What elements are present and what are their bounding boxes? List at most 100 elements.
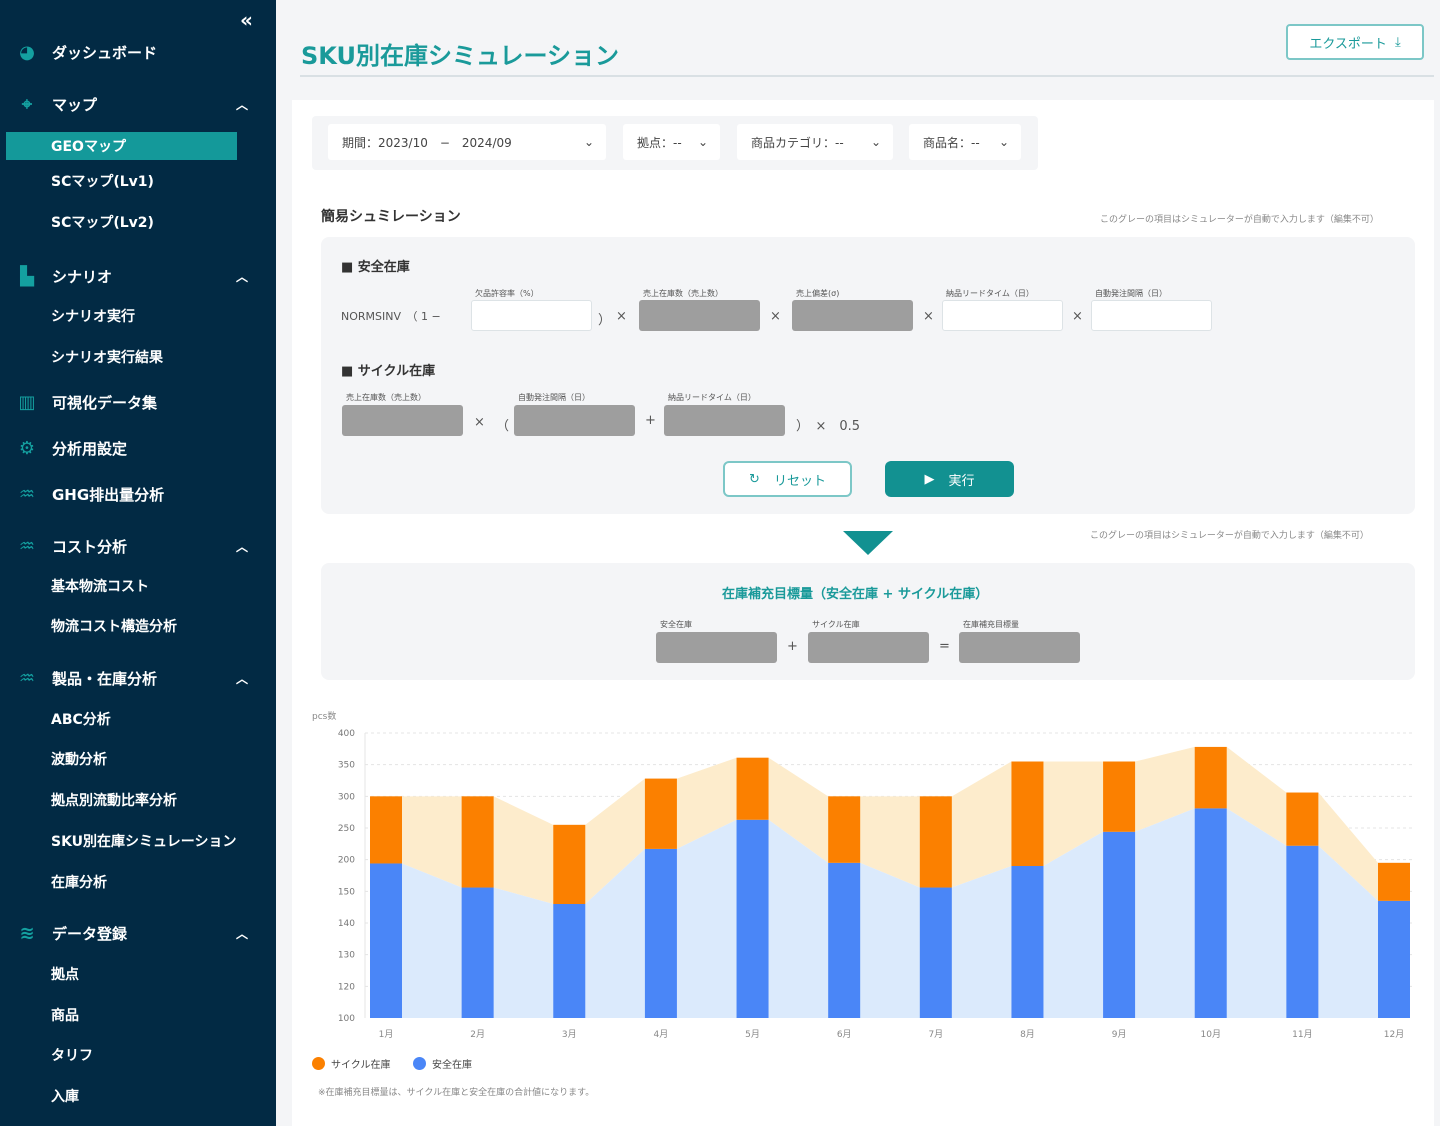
sidebar-item[interactable]: ▙ シナリオ ︿ (0, 262, 276, 290)
bar-chart-icon: ▥ (18, 391, 36, 413)
sidebar-item[interactable]: SCマップ(Lv2) (0, 208, 276, 236)
arrow-down-icon (843, 531, 893, 555)
cycle-stock-bar[interactable] (828, 796, 861, 863)
safety-stock-bar[interactable] (1194, 808, 1227, 1018)
cycle-stock-bar[interactable] (1286, 792, 1319, 846)
result-title: 在庫補充目標量（安全在庫 + サイクル在庫） (722, 587, 989, 602)
cycle-stock-bar[interactable] (1378, 862, 1410, 901)
sidebar-item[interactable]: 拠点別流動比率分析 (0, 786, 276, 814)
sidebar-item[interactable]: ⚙ 分析用設定 (0, 434, 276, 462)
sidebar-item[interactable]: 基本物流コスト (0, 572, 276, 600)
safety-stock-bar[interactable] (1378, 900, 1410, 1018)
product-filter[interactable]: 商品名：-- ⌄ (909, 124, 1021, 160)
refresh-icon: ↻ (749, 471, 760, 487)
sidebar-item[interactable]: 在庫分析 (0, 868, 276, 896)
safety-stock-bar[interactable] (828, 862, 861, 1018)
field-label: 売上在庫数（売上数） (643, 289, 723, 298)
gear-icon: ⚙ (18, 437, 36, 459)
product-label: 商品名：-- (923, 135, 980, 150)
auto-value-box (514, 405, 635, 436)
run-button[interactable]: ▶ 実行 (885, 461, 1014, 497)
sidebar-item[interactable]: ♒ GHG排出量分析 (0, 480, 276, 508)
sidebar-item[interactable]: ▥ 可視化データ集 (0, 388, 276, 416)
chevron-up-icon[interactable]: ︿ (236, 269, 249, 284)
safety-stock-bar[interactable] (919, 887, 952, 1018)
cycle-stock-area (370, 746, 1410, 904)
x-tick-label: 1月 (379, 1029, 394, 1040)
y-tick-label: 120 (338, 982, 355, 992)
sidebar-item[interactable]: 物流コスト構造分析 (0, 612, 276, 640)
chevron-up-icon[interactable]: ︿ (236, 97, 249, 112)
sidebar-item[interactable]: 入庫 (0, 1082, 276, 1110)
legend-item[interactable]: 安全在庫 (413, 1056, 472, 1071)
input-field[interactable] (471, 300, 592, 331)
times-operator: × (1072, 309, 1083, 324)
equals-operator: = (939, 639, 950, 654)
sidebar-item[interactable]: タリフ (0, 1041, 276, 1069)
safety-stock-bar[interactable] (1286, 845, 1319, 1018)
collapse-sidebar-icon[interactable]: « (240, 8, 253, 32)
reset-button[interactable]: ↻ リセット (723, 461, 852, 497)
sidebar-item-label: 入庫 (51, 1089, 79, 1105)
safety-stock-bar[interactable] (644, 848, 677, 1018)
x-tick-label: 10月 (1201, 1029, 1221, 1040)
field-label: 納品リードタイム（日） (668, 393, 756, 402)
cycle-stock-bar[interactable] (1103, 761, 1136, 832)
y-tick-label: 250 (338, 824, 355, 834)
safety-stock-bar[interactable] (370, 863, 402, 1018)
cycle-stock-bar[interactable] (461, 796, 494, 888)
cycle-stock-bar[interactable] (736, 757, 769, 820)
sidebar-item-label: 拠点別流動比率分析 (51, 793, 177, 809)
auto-value-box (959, 632, 1080, 663)
cycle-stock-bar[interactable] (1011, 761, 1044, 867)
site-filter[interactable]: 拠点：-- ⌄ (623, 124, 720, 160)
sidebar-item[interactable]: 拠点 (0, 960, 276, 988)
category-filter[interactable]: 商品カテゴリ：-- ⌄ (737, 124, 893, 160)
sidebar-item[interactable]: ♒ 製品・在庫分析 ︿ (0, 664, 276, 692)
database-icon: ≋ (19, 922, 35, 944)
legend-item[interactable]: サイクル在庫 (312, 1056, 391, 1071)
sidebar-item[interactable]: SKU別在庫シミュレーション (0, 827, 276, 855)
sidebar-item-label: GEOマップ (51, 139, 126, 155)
safety-stock-bar[interactable] (461, 887, 494, 1018)
cycle-stock-bar[interactable] (370, 796, 402, 864)
sidebar-item[interactable]: GEOマップ (6, 132, 237, 160)
sidebar-item[interactable]: ◕ ダッシュボード (0, 38, 276, 66)
report-icon: ▙ (20, 265, 34, 287)
times-operator: × (616, 309, 627, 324)
sidebar-item[interactable]: ♒ コスト分析 ︿ (0, 532, 276, 560)
sidebar-item-label: 商品 (51, 1008, 79, 1024)
site-label: 拠点：-- (637, 135, 682, 150)
input-field[interactable] (942, 300, 1063, 331)
cycle-stock-bar[interactable] (553, 824, 586, 904)
cycle-stock-bar[interactable] (644, 778, 677, 849)
sidebar-item[interactable]: 波動分析 (0, 745, 276, 773)
safety-stock-bar[interactable] (553, 904, 586, 1018)
play-icon: ▶ (924, 471, 935, 487)
sidebar-item[interactable]: ABC分析 (0, 705, 276, 733)
sidebar-item[interactable]: シナリオ実行結果 (0, 343, 276, 371)
normsinv-label: NORMSINV （ 1 − (341, 310, 441, 323)
sidebar-item[interactable]: SCマップ(Lv1) (0, 167, 276, 195)
safety-stock-bar[interactable] (736, 819, 769, 1018)
safety-stock-bar[interactable] (1011, 866, 1044, 1018)
cycle-stock-bar[interactable] (919, 796, 952, 888)
sidebar-item-label: シナリオ (52, 267, 113, 286)
input-field[interactable] (1091, 300, 1212, 331)
chevron-up-icon[interactable]: ︿ (236, 539, 249, 554)
sidebar-item-label: 分析用設定 (52, 439, 128, 458)
x-tick-label: 4月 (654, 1029, 669, 1040)
safety-stock-bar[interactable] (1103, 831, 1136, 1018)
cycle-stock-bar[interactable] (1194, 746, 1227, 809)
chevron-up-icon[interactable]: ︿ (236, 671, 249, 686)
auto-value-box (342, 405, 463, 436)
sidebar-item[interactable]: 商品 (0, 1001, 276, 1029)
period-filter[interactable]: 期間：2023/10 − 2024/09 ⌄ (328, 124, 606, 160)
sidebar-item[interactable]: ≋ データ登録 ︿ (0, 919, 276, 947)
sidebar-item[interactable]: シナリオ実行 (0, 302, 276, 330)
simulation-title: 簡易シュミレーション (321, 209, 461, 225)
export-button[interactable]: エクスポート ⤓ (1286, 24, 1424, 60)
chevron-down-icon: ⌄ (583, 135, 594, 149)
chevron-up-icon[interactable]: ︿ (236, 926, 249, 941)
sidebar-item[interactable]: ⌖ マップ ︿ (0, 90, 276, 118)
